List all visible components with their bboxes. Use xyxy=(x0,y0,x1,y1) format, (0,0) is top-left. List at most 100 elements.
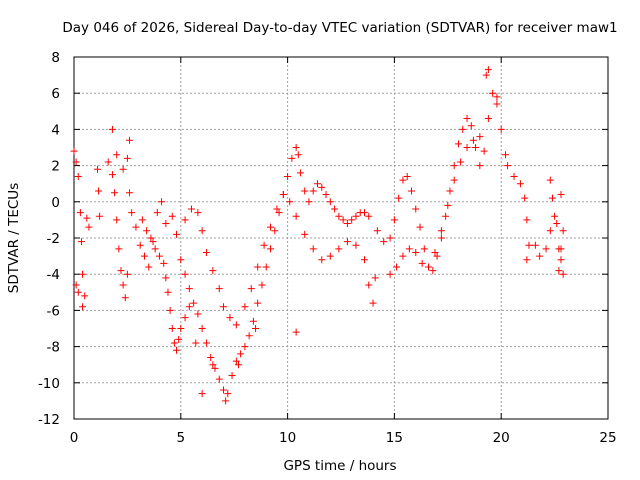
data-point-track-a xyxy=(77,238,85,246)
data-point-track-f xyxy=(437,227,445,235)
data-point-track-b xyxy=(168,325,176,332)
data-point-track-c xyxy=(288,154,296,162)
data-point-track-d xyxy=(369,299,377,307)
data-point-track-b xyxy=(237,350,245,358)
data-point-track-c xyxy=(262,263,270,271)
data-point-track-f xyxy=(523,216,531,224)
data-point-track-e xyxy=(463,115,471,123)
data-point-track-b xyxy=(162,274,170,282)
data-point-track-a xyxy=(104,158,112,166)
data-point-track-b xyxy=(185,303,193,311)
data-point-track-f xyxy=(457,158,465,166)
data-point-track-a xyxy=(81,292,89,300)
data-point-track-b xyxy=(211,364,219,372)
y-axis-label: SDTVAR / TECUs xyxy=(6,183,22,293)
data-point-track-a xyxy=(121,294,129,302)
y-tick-label: -4 xyxy=(47,267,60,283)
data-point-track-b xyxy=(160,259,168,267)
data-point-track-e xyxy=(407,187,415,195)
data-point-track-c xyxy=(326,198,334,206)
data-point-track-d xyxy=(202,248,210,256)
data-point-track-f xyxy=(431,248,439,256)
data-point-track-d xyxy=(232,321,240,329)
data-point-track-e xyxy=(480,147,488,155)
data-point-track-e xyxy=(373,227,381,235)
data-point-track-e xyxy=(429,267,437,275)
data-point-track-f xyxy=(469,136,477,144)
data-point-track-g xyxy=(209,361,217,369)
data-point-track-c xyxy=(360,209,368,217)
data-point-track-d xyxy=(279,191,287,199)
data-point-track-d xyxy=(260,241,268,249)
data-point-track-b xyxy=(194,310,202,318)
data-point-track-f xyxy=(399,252,407,260)
y-tick-label: 2 xyxy=(51,159,60,175)
data-point-track-c xyxy=(309,187,317,195)
data-point-track-b xyxy=(175,335,183,343)
data-point-track-g xyxy=(145,263,153,271)
data-point-track-e xyxy=(472,144,480,151)
data-point-track-f xyxy=(450,176,458,184)
data-point-track-g xyxy=(149,238,157,246)
data-point-track-g xyxy=(292,328,300,336)
data-point-track-f xyxy=(516,180,524,188)
data-point-track-a xyxy=(70,147,78,155)
data-point-track-f xyxy=(551,212,559,220)
data-point-track-a xyxy=(79,270,87,278)
data-point-track-g xyxy=(136,241,144,249)
data-point-track-a xyxy=(115,245,123,253)
grid xyxy=(74,57,608,419)
data-point-track-e xyxy=(454,140,462,148)
data-point-track-e xyxy=(450,162,458,170)
y-tick-label: -12 xyxy=(38,412,60,428)
data-point-track-d xyxy=(309,245,317,253)
data-point-track-g xyxy=(177,256,185,264)
x-tick-label: 25 xyxy=(599,430,616,446)
data-point-track-d xyxy=(267,223,275,231)
data-point-track-b xyxy=(151,245,159,253)
data-point-track-c xyxy=(284,172,292,180)
y-tick-label: -10 xyxy=(38,376,60,392)
data-point-track-g xyxy=(555,245,563,253)
data-point-track-e xyxy=(420,245,428,253)
data-point-track-b xyxy=(220,386,228,394)
data-point-track-f xyxy=(504,162,512,170)
data-point-track-a xyxy=(79,303,87,311)
data-point-track-g xyxy=(185,285,193,293)
data-point-track-c xyxy=(348,216,356,224)
y-tick-label: -2 xyxy=(47,231,60,247)
x-tick-label: 0 xyxy=(70,430,79,446)
data-point-track-d xyxy=(273,205,281,213)
data-point-track-g xyxy=(132,223,140,231)
data-point-track-d xyxy=(365,281,373,289)
data-point-track-a xyxy=(123,270,131,278)
data-point-track-f xyxy=(536,252,544,260)
data-point-track-e xyxy=(501,151,509,159)
data-point-track-g xyxy=(252,325,260,332)
data-point-track-g xyxy=(542,245,550,253)
data-point-track-d xyxy=(371,274,379,282)
data-point-track-a xyxy=(95,187,103,195)
data-point-track-c xyxy=(258,281,266,289)
data-point-track-a xyxy=(108,125,116,133)
data-point-track-c xyxy=(365,212,373,220)
data-point-track-a xyxy=(108,171,116,179)
data-point-track-c xyxy=(292,144,300,151)
data-point-track-g xyxy=(153,209,161,217)
data-point-track-c xyxy=(331,205,339,213)
data-point-track-b xyxy=(215,375,223,383)
data-point-track-a xyxy=(76,209,84,217)
data-point-track-c xyxy=(271,227,279,235)
data-point-track-f xyxy=(523,256,531,264)
data-point-track-d xyxy=(286,198,294,206)
data-point-track-a xyxy=(74,172,82,180)
data-point-track-e xyxy=(442,212,450,220)
data-point-track-e xyxy=(390,216,398,224)
data-point-track-c xyxy=(301,187,309,195)
data-point-track-e xyxy=(476,162,484,170)
data-point-track-b xyxy=(170,339,178,347)
data-point-track-b xyxy=(232,357,240,365)
data-point-track-b xyxy=(224,390,232,398)
y-tick-label: 8 xyxy=(51,50,60,66)
